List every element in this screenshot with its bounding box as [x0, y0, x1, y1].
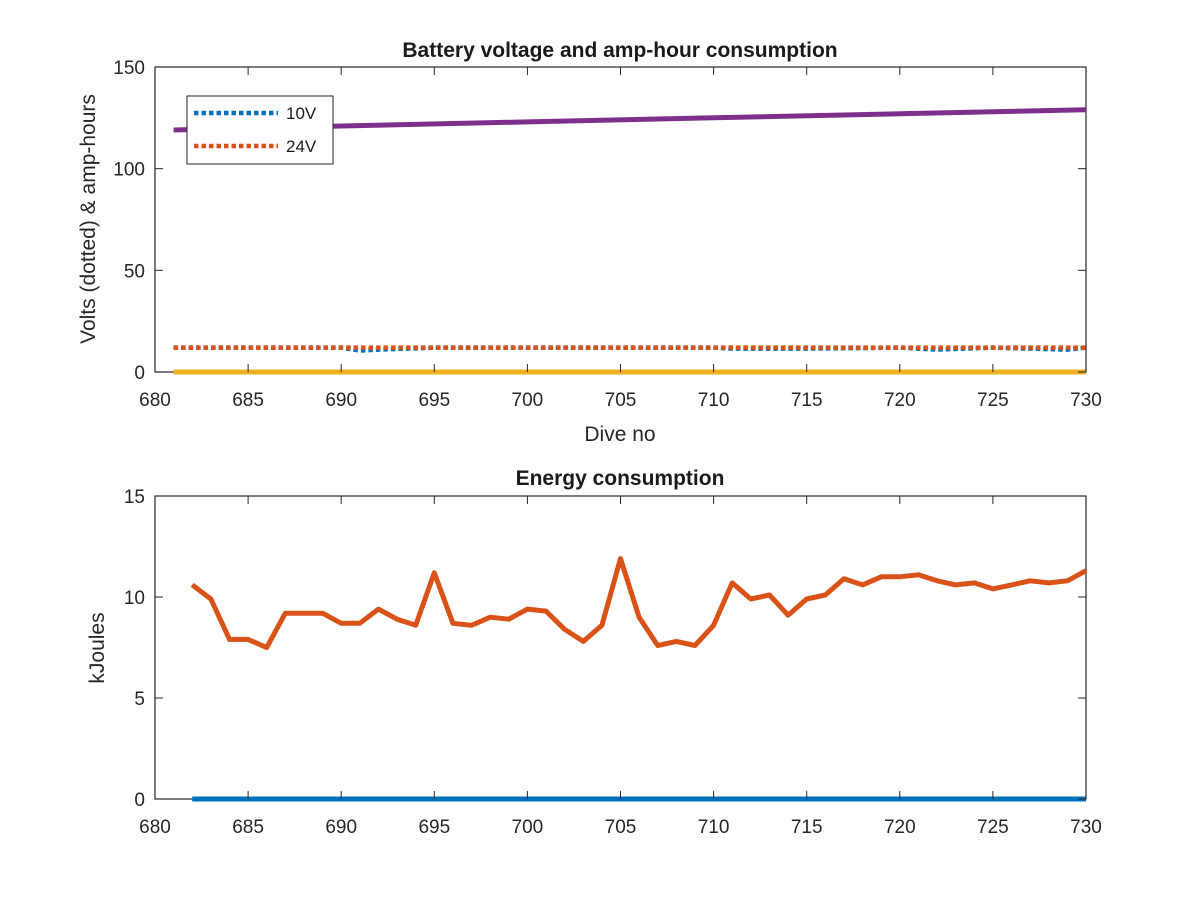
x-tick-label: 690 [325, 817, 357, 838]
legend-label-10v: 10V [286, 104, 317, 123]
x-tick-label: 730 [1070, 390, 1102, 411]
y-tick-label: 0 [134, 363, 145, 384]
bottom-ticks-group: 680 685 690 695 700 705 710 715 720 725 730 0 5 10 15 [124, 487, 1102, 838]
x-tick-label: 715 [791, 817, 823, 838]
x-tick-label: 685 [232, 817, 264, 838]
y-tick-label: 5 [134, 689, 145, 710]
bottom-chart-title: Energy consumption [516, 467, 725, 490]
x-tick-label: 710 [698, 817, 730, 838]
x-tick-label: 705 [605, 390, 637, 411]
top-chart-title: Battery voltage and amp-hour consumption [402, 39, 837, 62]
x-tick-label: 725 [977, 817, 1009, 838]
x-tick-label: 695 [418, 817, 450, 838]
x-tick-label: 700 [512, 817, 544, 838]
top-x-axis-label: Dive no [584, 423, 655, 446]
y-tick-label: 50 [124, 261, 145, 282]
x-tick-label: 695 [418, 390, 450, 411]
legend-box [186, 95, 334, 165]
x-tick-label: 720 [884, 817, 916, 838]
x-tick-label: 720 [884, 390, 916, 411]
x-tick-label: 705 [605, 817, 637, 838]
y-tick-label: 100 [113, 160, 145, 181]
series-line-1-0 [190, 556, 1088, 650]
voltage-amphour-plot: 680 685 690 695 700 705 710 715 720 725 730 0 50 100 1… [77, 39, 1102, 446]
y-tick-label: 0 [134, 790, 145, 811]
x-tick-label: 710 [698, 390, 730, 411]
y-tick-label: 15 [124, 487, 145, 508]
y-tick-label: 10 [124, 588, 145, 609]
y-tick-label: 150 [113, 58, 145, 79]
x-tick-label: 715 [791, 390, 823, 411]
top-y-axis-label: Volts (dotted) & amp-hours [77, 94, 100, 344]
bottom-axes-box [154, 495, 1087, 800]
x-tick-label: 730 [1070, 817, 1102, 838]
x-tick-label: 680 [139, 817, 171, 838]
x-tick-label: 700 [512, 390, 544, 411]
legend-label-24v: 24V [286, 137, 317, 156]
x-tick-label: 680 [139, 390, 171, 411]
top-legend: 10V 24V [186, 95, 334, 165]
x-tick-label: 690 [325, 390, 357, 411]
top-ticks-group: 680 685 690 695 700 705 710 715 720 725 730 0 50 100 1… [113, 58, 1102, 411]
x-tick-label: 725 [977, 390, 1009, 411]
x-tick-label: 685 [232, 390, 264, 411]
bottom-y-axis-label: kJoules [86, 612, 109, 683]
energy-consumption-plot: 680 685 690 695 700 705 710 715 720 725 730051015 … [86, 467, 1102, 838]
